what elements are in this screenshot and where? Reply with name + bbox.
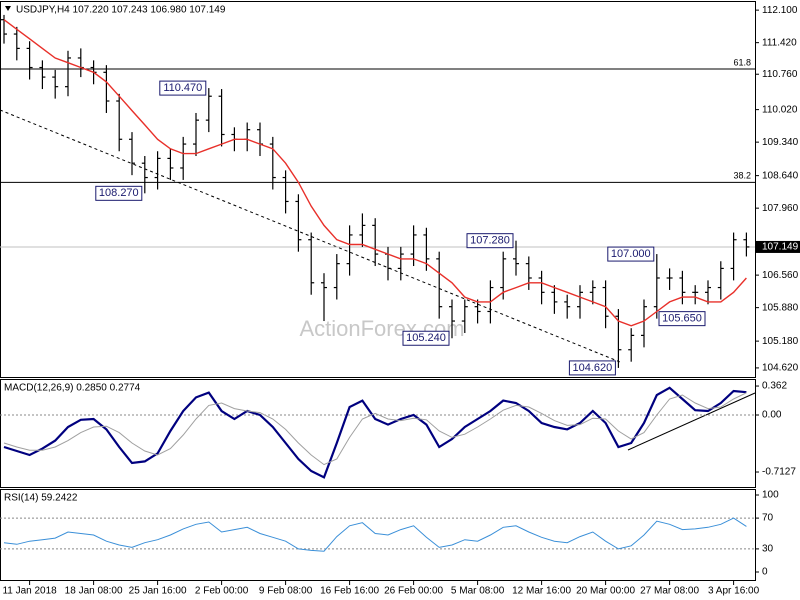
indicator-line [3, 392, 747, 466]
annotation-box [658, 311, 706, 327]
x-tick-label: 18 Jan 08:00 [65, 586, 123, 597]
price-label: 107.149 [762, 242, 799, 253]
annotation-label: 104.620 [573, 362, 613, 374]
panel-title: USDJPY,H4 107.220 107.243 106.980 107.14… [16, 5, 226, 16]
x-tick-label: 9 Feb 08:00 [259, 586, 313, 597]
annotation-box [159, 80, 207, 96]
x-tick-label: 2 Feb 00:00 [195, 586, 249, 597]
rsi-panel-frame [0, 489, 756, 581]
y-tick-label: 104.620 [762, 363, 799, 374]
annotation-box [402, 330, 450, 346]
level-label: 38.2 [733, 171, 751, 181]
y-tick-label: 0 [762, 567, 768, 578]
annotation-label: 105.240 [406, 332, 446, 344]
annotation-box [466, 233, 514, 249]
annotation-label: 107.280 [470, 235, 510, 247]
x-tick-label: 20 Mar 00:00 [576, 586, 635, 597]
y-tick-label: 107.960 [762, 203, 799, 214]
level-label: 61.8 [733, 57, 751, 67]
annotation-label: 110.470 [163, 82, 202, 94]
y-tick-label: 112.100 [762, 5, 798, 16]
price-panel-frame [0, 1, 756, 378]
x-tick-label: 27 Mar 08:00 [640, 586, 699, 597]
x-tick-label: 3 Apr 16:00 [708, 586, 760, 597]
y-tick-label: 105.180 [762, 336, 799, 347]
y-tick-label: -0.7127 [762, 467, 796, 478]
x-tick-label: 11 Jan 2018 [2, 586, 57, 597]
y-tick-label: 110.760 [762, 69, 798, 80]
plot-layer: 61.8 38.2 112.100 111.420 110.760 110.020 109.… [0, 5, 800, 597]
y-tick-label: 105.880 [762, 302, 799, 313]
panel-title: MACD(12,26,9) 0.2850 0.2774 [4, 383, 141, 394]
x-tick-label: 25 Jan 16:00 [129, 586, 187, 597]
annotation-box [568, 360, 616, 376]
price-label-box [756, 240, 800, 253]
panel-title: RSI(14) 59.2422 [4, 493, 78, 504]
y-tick-label: 100 [762, 490, 779, 501]
indicator-line [3, 386, 747, 479]
annotation-label: 105.650 [662, 313, 702, 325]
annotation-box [607, 246, 655, 262]
y-tick-label: 110.020 [762, 104, 798, 115]
y-tick-label: 70 [762, 513, 774, 524]
y-tick-label: 106.560 [762, 270, 799, 281]
annotation-label: 108.270 [99, 187, 139, 199]
menu-icon [5, 6, 11, 11]
annotation-label: 107.000 [611, 248, 651, 260]
x-tick-label: 16 Feb 16:00 [320, 586, 379, 597]
y-tick-label: 108.640 [762, 170, 799, 181]
moving-average [3, 19, 747, 327]
x-tick-label: 26 Feb 00:00 [384, 586, 443, 597]
y-tick-label: 109.340 [762, 137, 799, 148]
y-tick-label: 30 [762, 544, 774, 555]
indicator-line [3, 517, 747, 552]
macd-trend-line [627, 392, 756, 451]
y-tick-label: 111.420 [762, 37, 797, 48]
x-tick-label: 5 Mar 08:00 [451, 586, 505, 597]
macd-panel-frame [0, 379, 756, 488]
y-tick-label: 0.00 [762, 410, 782, 421]
y-tick-label: 0.362 [762, 381, 787, 392]
annotation-box [95, 185, 143, 201]
x-tick-label: 12 Mar 16:00 [512, 586, 571, 597]
